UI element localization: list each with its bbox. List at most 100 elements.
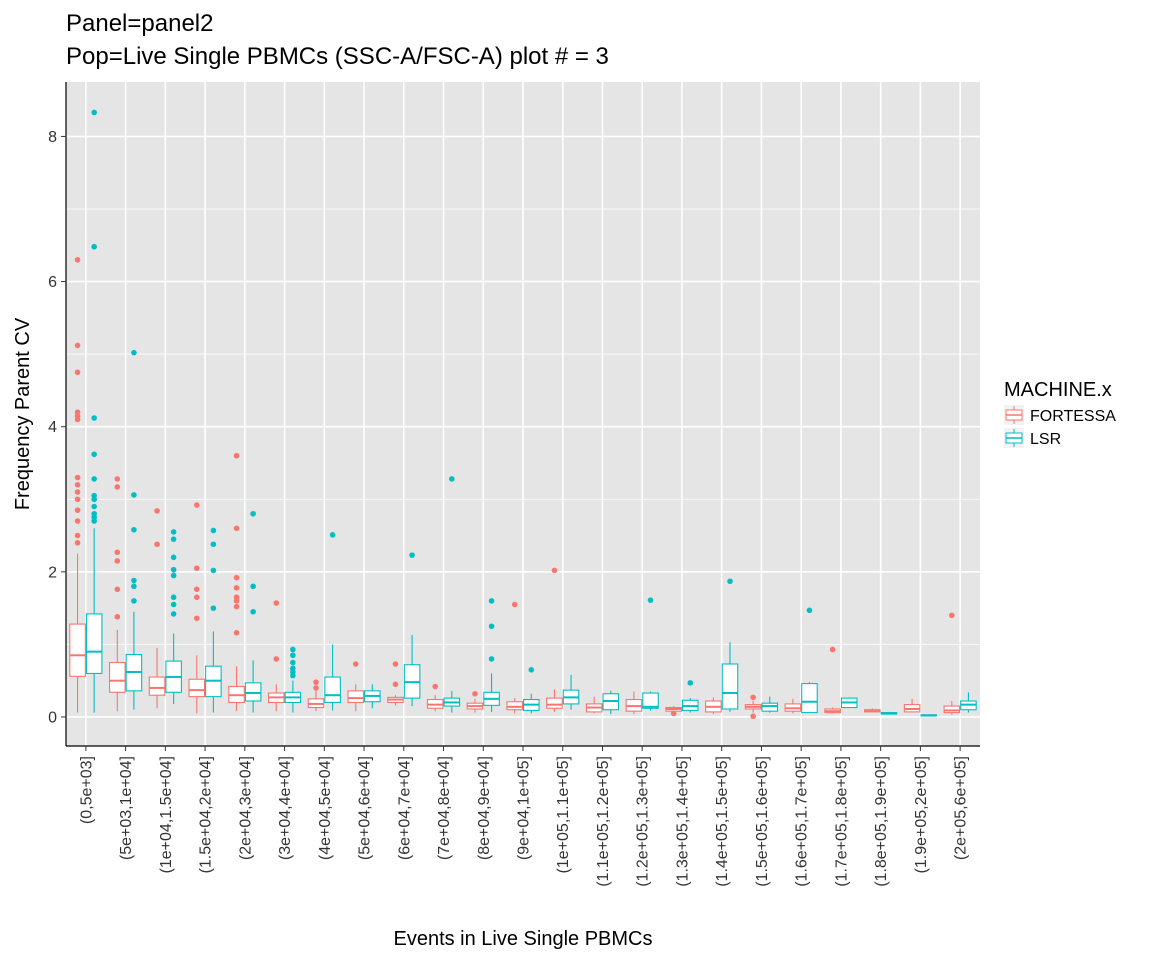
- x-tick-label: (5e+03,1e+04]: [118, 756, 135, 860]
- outlier-point: [74, 496, 81, 503]
- box-body: [188, 678, 206, 698]
- legend-item-lsr: LSR: [1004, 428, 1061, 448]
- box-body: [642, 692, 659, 709]
- y-tick-label: 4: [48, 419, 57, 436]
- outlier-point: [131, 577, 137, 584]
- outlier-point: [114, 476, 121, 482]
- x-tick-label: (8e+04,9e+04]: [476, 756, 493, 860]
- legend-label: LSR: [1030, 431, 1061, 448]
- box-lsr-18: [801, 607, 818, 714]
- box-lsr-13: [602, 690, 620, 715]
- x-tick-label: (3e+04,4e+04]: [277, 756, 294, 860]
- box-lsr-21: [920, 714, 937, 717]
- outlier-point: [74, 489, 81, 495]
- outlier-point: [74, 532, 81, 539]
- outlier-point: [829, 646, 836, 653]
- box-lsr-0: [85, 109, 103, 713]
- outlier-point: [551, 567, 558, 574]
- outlier-point: [210, 605, 217, 611]
- outlier-point: [131, 526, 137, 533]
- outlier-point: [750, 694, 756, 701]
- x-tick-label: (0,5e+03]: [78, 756, 95, 824]
- outlier-point: [131, 349, 137, 356]
- outlier-point: [290, 659, 296, 666]
- x-tick-label: (7e+04,8e+04]: [436, 756, 453, 860]
- x-tick-label: (1.5e+04,2e+04]: [198, 756, 215, 873]
- outlier-point: [74, 507, 81, 513]
- y-tick-label: 8: [48, 129, 57, 146]
- outlier-point: [392, 681, 399, 688]
- box-body: [943, 705, 961, 714]
- outlier-point: [290, 665, 296, 672]
- outlier-point: [91, 451, 97, 458]
- box-fortessa-1: [109, 476, 126, 712]
- outlier-point: [313, 679, 319, 685]
- outlier-point: [250, 583, 256, 590]
- box-lsr-4: [244, 510, 262, 713]
- box-fortessa-8: [387, 661, 404, 706]
- outlier-point: [949, 612, 955, 619]
- legend-label: FORTESSA: [1030, 408, 1116, 425]
- box-fortessa-6: [307, 679, 325, 712]
- outlier-point: [210, 527, 217, 534]
- box-lsr-9: [443, 476, 461, 713]
- outlier-point: [114, 549, 121, 556]
- outlier-point: [114, 484, 121, 490]
- outlier-point: [647, 597, 654, 603]
- box-lsr-16: [721, 578, 739, 712]
- box-fortessa-2: [148, 508, 166, 709]
- outlier-point: [488, 623, 495, 630]
- y-tick-label: 2: [48, 564, 57, 581]
- outlier-point: [74, 409, 81, 415]
- box-body: [69, 623, 86, 677]
- chart-subtitle: Pop=Live Single PBMCs (SSC-A/FSC-A) plot…: [66, 43, 609, 70]
- outlier-point: [91, 476, 97, 482]
- outlier-point: [670, 710, 677, 717]
- outlier-point: [131, 492, 137, 498]
- box-fortessa-18: [784, 698, 802, 714]
- outlier-point: [687, 680, 694, 686]
- x-tick-label: (2e+05,6e+05]: [953, 756, 970, 860]
- outlier-point: [91, 492, 97, 499]
- outlier-point: [114, 586, 121, 593]
- x-tick-label: (1.3e+05,1.4e+05]: [674, 756, 691, 887]
- box-body: [85, 613, 103, 674]
- outlier-point: [131, 598, 137, 604]
- box-fortessa-19: [824, 646, 841, 714]
- outlier-point: [170, 554, 177, 561]
- outlier-point: [233, 585, 240, 591]
- outlier-point: [250, 608, 256, 615]
- outlier-point: [193, 615, 200, 622]
- box-lsr-20: [880, 711, 898, 715]
- outlier-point: [170, 594, 177, 601]
- box-lsr-7: [364, 684, 381, 709]
- outlier-point: [154, 541, 160, 548]
- x-tick-label: (1.5e+05,1.6e+05]: [754, 756, 771, 887]
- x-axis: (0,5e+03] (5e+03,1e+04] (1e+04,1.5e+04] (1.…: [78, 746, 970, 887]
- y-tick-label: 0: [48, 709, 57, 726]
- box-fortessa-22: [943, 612, 961, 715]
- outlier-point: [528, 667, 535, 673]
- y-tick-label: 6: [48, 274, 57, 291]
- outlier-point: [193, 586, 200, 593]
- outlier-point: [233, 629, 240, 636]
- outlier-point: [74, 518, 81, 524]
- outlier-point: [392, 661, 399, 667]
- y-axis-label: Frequency Parent CV: [12, 317, 34, 510]
- outlier-point: [250, 510, 256, 517]
- outlier-point: [273, 656, 280, 662]
- outlier-point: [233, 603, 240, 610]
- box-lsr-2: [165, 529, 182, 704]
- x-tick-label: (1.9e+05,2e+05]: [913, 756, 930, 873]
- legend-title: MACHINE.x: [1004, 379, 1112, 401]
- outlier-point: [193, 594, 200, 601]
- box-body: [801, 683, 818, 714]
- outlier-point: [91, 503, 97, 510]
- outlier-point: [170, 572, 177, 579]
- grid-lines: [66, 82, 980, 746]
- outlier-point: [74, 342, 81, 349]
- x-tick-label: (1.1e+05,1.2e+05]: [595, 756, 612, 887]
- outlier-point: [233, 452, 240, 459]
- box-body: [506, 701, 524, 711]
- box-fortessa-17: [744, 694, 762, 720]
